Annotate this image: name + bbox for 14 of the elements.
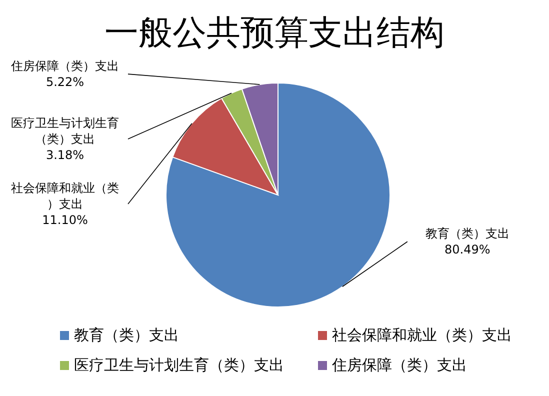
legend-label: 住房保障（类）支出	[331, 356, 467, 374]
data-label: 11.10%	[42, 213, 88, 228]
legend-label: 教育（类）支出	[74, 326, 179, 344]
legend-label: 社会保障和就业（类）支出	[332, 326, 512, 344]
slice-label: 住房保障（类）支出	[10, 59, 119, 74]
slice-label: 教育（类）支出	[425, 226, 510, 241]
chart-title: 一般公共预算支出结构	[104, 13, 444, 53]
data-label: 5.22%	[46, 75, 84, 90]
pie-slice	[166, 82, 390, 308]
slice-label: 社会保障和就业（类）支出	[11, 181, 119, 212]
legend-label: 医疗卫生与计划生育（类）支出	[74, 356, 284, 374]
data-label: 3.18%	[46, 148, 84, 162]
data-label: 80.49%	[444, 242, 490, 257]
slice-label: 医疗卫生与计划生育（类）支出	[11, 116, 119, 146]
